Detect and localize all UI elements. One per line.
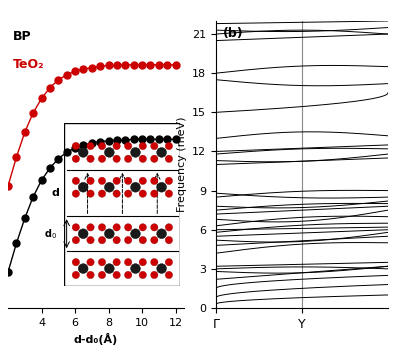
Text: BP: BP <box>13 30 32 43</box>
X-axis label: d-d₀(Å): d-d₀(Å) <box>74 333 118 345</box>
Text: TeO₂: TeO₂ <box>13 58 45 71</box>
Y-axis label: Frequency (meV): Frequency (meV) <box>176 117 186 212</box>
Text: (b): (b) <box>223 27 244 40</box>
